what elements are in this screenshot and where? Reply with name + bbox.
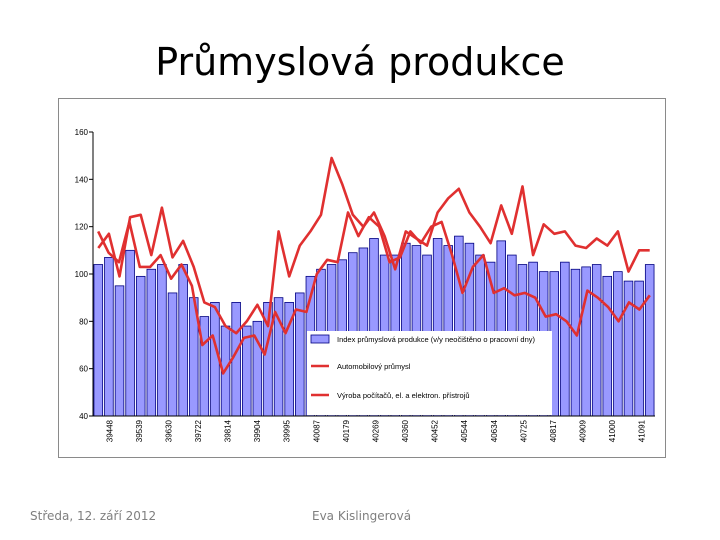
y-tick-label: 60 [79, 365, 88, 374]
x-tick-label: 40544 [460, 419, 469, 442]
line-series-2 [97, 211, 651, 375]
bar [570, 268, 581, 417]
footer-date: Středa, 12. září 2012 [30, 509, 157, 523]
y-tick-label: 140 [75, 175, 89, 184]
bar [634, 280, 644, 417]
bar [591, 264, 602, 417]
x-tick-label: 39539 [135, 419, 144, 442]
x-tick-label: 40817 [549, 419, 558, 442]
x-tick-label: 39630 [164, 419, 173, 442]
x-tick-label: 40725 [519, 419, 528, 442]
bar [93, 264, 104, 417]
bar [613, 271, 623, 417]
bar [167, 292, 178, 417]
x-tick-label: 40634 [490, 419, 499, 442]
bar [581, 266, 591, 417]
y-tick-label: 100 [75, 270, 89, 279]
bar [644, 264, 655, 417]
x-tick-label: 40087 [312, 419, 321, 442]
y-tick-label: 120 [75, 223, 89, 232]
x-tick-label: 40909 [579, 419, 588, 442]
bar [199, 316, 210, 417]
x-tick-label: 40360 [401, 419, 410, 442]
legend-label-line-1: Automobilový průmysl [337, 362, 411, 371]
bar [178, 264, 188, 417]
x-tick-label: 39904 [253, 419, 262, 442]
x-tick-label: 39448 [105, 419, 114, 442]
bar [135, 275, 146, 417]
slide-title: Průmyslová produkce [155, 40, 565, 84]
line-series-1 [97, 156, 650, 335]
y-tick-label: 40 [79, 412, 88, 421]
y-tick-label: 80 [79, 317, 88, 326]
x-tick-label: 40269 [372, 419, 381, 442]
legend-swatch-bar [310, 334, 330, 344]
x-tick-label: 41000 [608, 419, 617, 442]
footer-author: Eva Kislingerová [312, 509, 412, 523]
bar [114, 285, 125, 417]
bar [104, 257, 114, 417]
x-tick-label: 41091 [638, 419, 647, 442]
bar [560, 261, 570, 417]
legend-label-line-2: Výroba počítačů, el. a elektron. přístro… [337, 391, 470, 400]
bar [125, 249, 135, 417]
bar [146, 268, 157, 417]
legend-label-bar: Index průmyslová produkce (v/y neočištěn… [337, 335, 536, 344]
x-tick-label: 40179 [342, 419, 351, 442]
chart-frame: 40 60 80 100 120 140 160 39448 39539 39630 39722 39… [58, 98, 666, 458]
legend-background [307, 331, 552, 415]
bar [157, 264, 167, 417]
bar [602, 275, 613, 417]
x-tick-label: 39995 [283, 419, 292, 442]
x-tick-label: 39722 [194, 419, 203, 442]
y-tick-label: 160 [75, 128, 89, 137]
x-tick-label: 40452 [431, 419, 440, 442]
x-tick-label: 39814 [224, 419, 233, 442]
chart: 40 60 80 100 120 140 160 39448 39539 39630 39722 39… [75, 128, 655, 442]
